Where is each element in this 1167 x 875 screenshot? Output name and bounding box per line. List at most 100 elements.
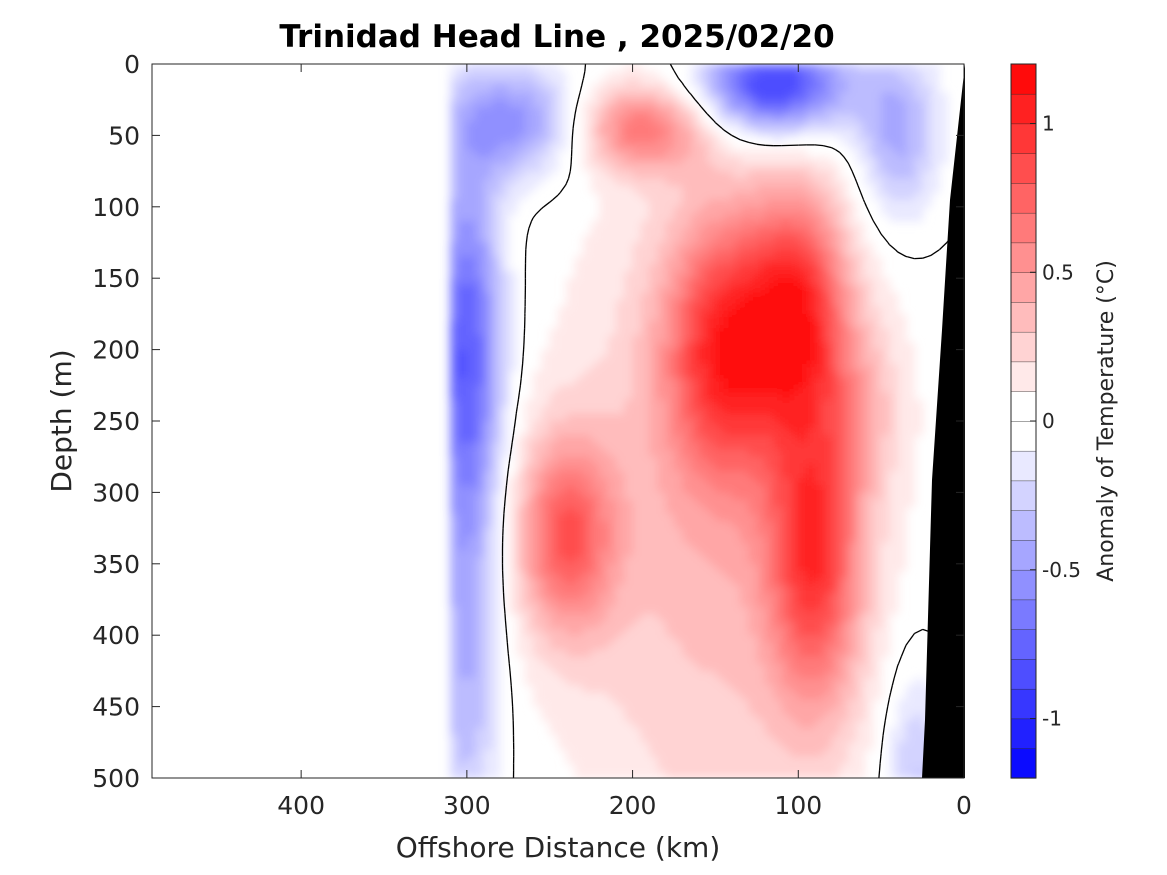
anomaly-cell <box>864 171 874 179</box>
anomaly-cell <box>872 392 882 401</box>
anomaly-cell <box>914 64 924 72</box>
anomaly-cell <box>756 485 766 493</box>
anomaly-cell <box>765 513 775 522</box>
anomaly-cell <box>698 478 708 486</box>
anomaly-cell <box>897 171 907 179</box>
anomaly-cell <box>657 456 667 465</box>
anomaly-cell <box>607 292 617 301</box>
anomaly-cell <box>665 235 675 244</box>
anomaly-cell <box>715 349 725 358</box>
anomaly-cell <box>582 556 592 565</box>
anomaly-cell <box>466 513 476 522</box>
anomaly-cell <box>632 549 642 558</box>
anomaly-cell <box>823 106 833 115</box>
anomaly-cell <box>839 78 849 87</box>
anomaly-cell <box>591 563 601 572</box>
anomaly-cell <box>574 735 584 743</box>
anomaly-cell <box>524 113 534 122</box>
anomaly-cell <box>566 513 576 522</box>
anomaly-cell <box>541 163 551 172</box>
anomaly-cell <box>715 399 725 408</box>
anomaly-cell <box>756 442 766 451</box>
anomaly-cell <box>558 713 567 722</box>
anomaly-cell <box>806 321 816 329</box>
anomaly-cell <box>864 656 874 665</box>
anomaly-cell <box>831 413 841 422</box>
anomaly-cell <box>872 99 882 108</box>
anomaly-cell <box>466 542 476 551</box>
anomaly-cell <box>748 513 758 522</box>
anomaly-cell <box>616 649 625 658</box>
anomaly-cell <box>848 206 857 215</box>
anomaly-cell <box>806 313 816 322</box>
anomaly-cell <box>541 663 551 672</box>
anomaly-cell <box>500 435 509 444</box>
anomaly-cell <box>574 356 584 365</box>
anomaly-cell <box>607 470 617 479</box>
anomaly-cell <box>558 656 567 665</box>
anomaly-cell <box>723 499 733 508</box>
anomaly-cell <box>856 392 866 401</box>
anomaly-cell <box>881 85 891 94</box>
anomaly-cell <box>657 178 667 186</box>
anomaly-cell <box>698 649 708 658</box>
anomaly-cell <box>823 728 833 736</box>
anomaly-cell <box>524 635 534 643</box>
anomaly-cell <box>773 299 783 308</box>
anomaly-cell <box>690 392 700 401</box>
anomaly-cell <box>657 206 667 215</box>
anomaly-cell <box>756 263 766 272</box>
anomaly-cell <box>897 92 907 101</box>
anomaly-cell <box>690 385 700 394</box>
anomaly-cell <box>483 213 493 222</box>
anomaly-cell <box>707 156 717 165</box>
anomaly-cell <box>897 142 907 151</box>
anomaly-cell <box>541 599 551 608</box>
anomaly-cell <box>541 606 551 615</box>
anomaly-cell <box>798 163 808 172</box>
anomaly-cell <box>756 421 766 429</box>
anomaly-cell <box>640 399 650 408</box>
anomaly-cell <box>458 221 468 229</box>
anomaly-cell <box>640 235 650 244</box>
anomaly-cell <box>549 506 559 515</box>
anomaly-cell <box>707 313 717 322</box>
anomaly-cell <box>541 563 551 572</box>
anomaly-cell <box>607 685 617 693</box>
anomaly-cell <box>732 406 741 415</box>
anomaly-cell <box>558 578 567 586</box>
anomaly-cell <box>591 442 601 451</box>
anomaly-cell <box>682 328 692 336</box>
anomaly-cell <box>466 613 476 622</box>
anomaly-cell <box>690 64 700 72</box>
anomaly-cell <box>831 478 841 486</box>
anomaly-cell <box>748 578 758 586</box>
anomaly-cell <box>732 442 741 451</box>
anomaly-cell <box>632 306 642 315</box>
anomaly-cell <box>657 199 667 208</box>
anomaly-cell <box>632 492 642 501</box>
anomaly-cell <box>591 171 601 179</box>
anomaly-cell <box>466 713 476 722</box>
anomaly-cell <box>591 735 601 743</box>
anomaly-cell <box>715 606 725 615</box>
anomaly-cell <box>690 356 700 365</box>
anomaly-cell <box>483 206 493 215</box>
anomaly-cell <box>649 356 659 365</box>
anomaly-cell <box>723 742 733 751</box>
anomaly-cell <box>665 749 675 758</box>
anomaly-cell <box>624 499 634 508</box>
anomaly-cell <box>616 235 625 244</box>
anomaly-cell <box>450 178 460 186</box>
anomaly-cell <box>458 763 468 772</box>
anomaly-cell <box>649 292 659 301</box>
anomaly-cell <box>516 506 526 515</box>
anomaly-cell <box>823 535 833 543</box>
anomaly-cell <box>814 263 824 272</box>
anomaly-cell <box>690 278 700 286</box>
anomaly-cell <box>864 513 874 522</box>
anomaly-cell <box>616 399 625 408</box>
anomaly-cell <box>773 356 783 365</box>
anomaly-cell <box>756 563 766 572</box>
anomaly-cell <box>466 371 476 379</box>
